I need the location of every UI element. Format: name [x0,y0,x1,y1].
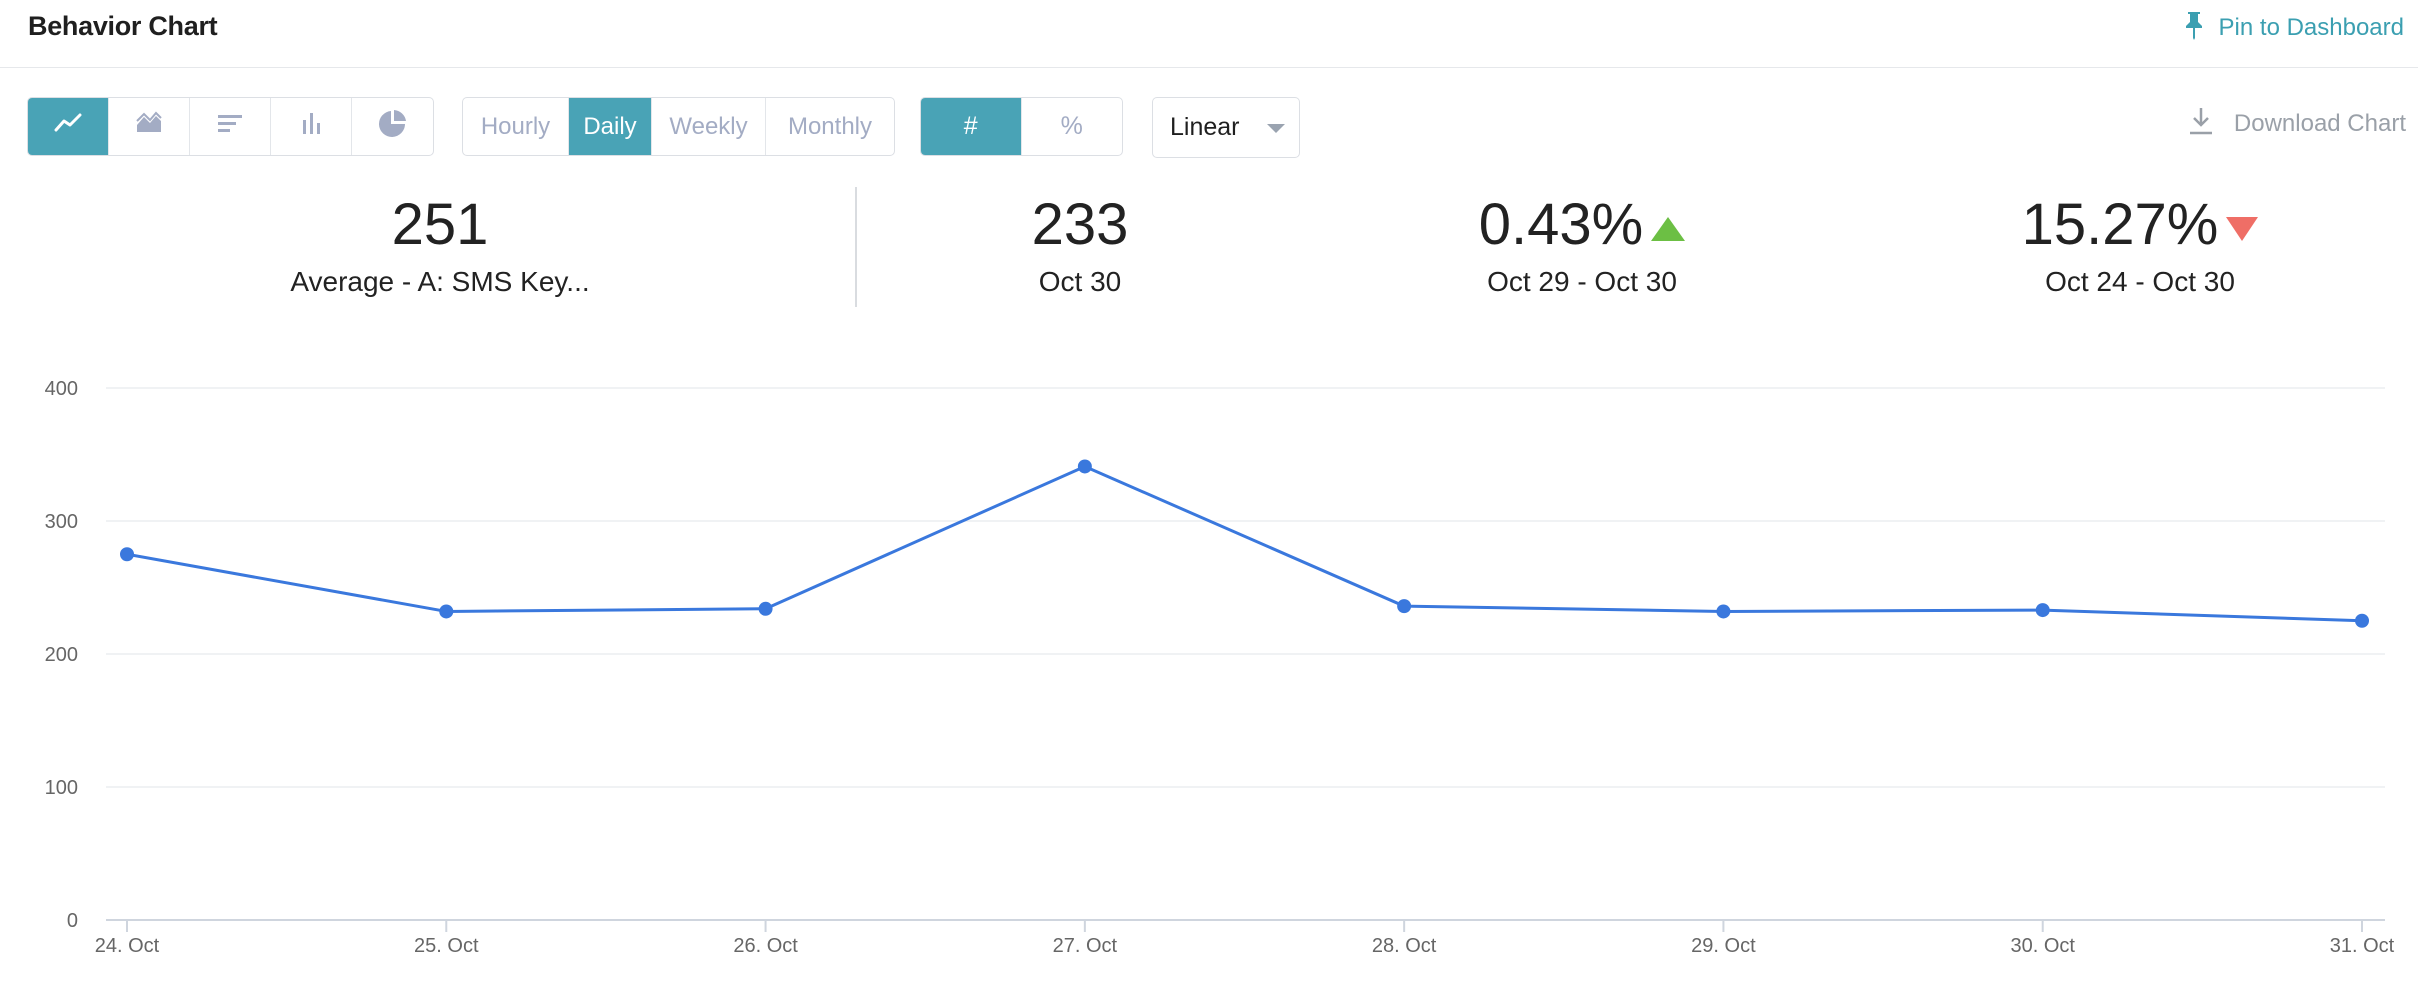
data-point [1397,599,1412,614]
stat-day-change: 0.43% Oct 29 - Oct 30 [1382,190,1782,298]
stat-average: 251 Average - A: SMS Key... [240,190,640,298]
page-title: Behavior Chart [28,11,218,41]
horizontal-bar-button[interactable] [190,98,271,155]
stat-week-change-row: 15.27% [1940,190,2340,260]
x-tick-label: 24. Oct [95,935,160,957]
granularity-group: Hourly Daily Weekly Monthly [462,97,895,156]
scale-select-value: Linear [1170,113,1240,141]
pie-chart-button[interactable] [352,98,433,155]
stat-day-change-value: 0.43% [1478,192,1644,257]
stat-latest: 233 Oct 30 [880,190,1280,298]
chart-type-group [27,97,434,156]
metric-mode-group: # % [920,97,1123,156]
percent-mode-button[interactable]: % [1060,112,1083,140]
data-point [758,601,773,616]
y-tick-label: 400 [45,378,78,400]
x-tick-label: 31. Oct [2330,935,2395,957]
trend-down-icon [2226,217,2259,241]
stat-day-change-caption: Oct 29 - Oct 30 [1487,266,1677,297]
stat-average-caption: Average - A: SMS Key... [290,266,590,297]
hourly-button[interactable]: Hourly [463,98,569,155]
line-chart-icon [53,108,83,145]
x-tick-label: 28. Oct [1372,935,1437,957]
pie-chart-icon [378,108,408,145]
bar-chart-icon [296,108,326,145]
stat-divider [855,187,857,307]
x-tick-label: 27. Oct [1053,935,1118,957]
daily-button[interactable]: Daily [569,98,652,155]
x-tick-label: 29. Oct [1691,935,1756,957]
y-tick-label: 0 [67,910,78,932]
stat-latest-caption: Oct 30 [1038,266,1122,297]
chevron-down-icon [1267,124,1285,133]
line-chart-button[interactable] [28,98,109,155]
y-tick-label: 200 [45,644,78,666]
data-point [1716,604,1731,619]
trend-up-icon [1651,217,1686,241]
horizontal-bar-icon [215,108,245,145]
count-mode-button[interactable]: # [921,98,1022,155]
area-chart-icon [134,108,164,145]
stat-week-change: 15.27% Oct 24 - Oct 30 [1940,190,2340,298]
x-tick-label: 30. Oct [2010,935,2075,957]
stat-average-value: 251 [391,192,489,257]
y-tick-label: 100 [45,777,78,799]
weekly-button[interactable]: Weekly [652,98,766,155]
x-tick-label: 26. Oct [733,935,798,957]
bar-chart-button[interactable] [271,98,352,155]
area-chart-button[interactable] [109,98,190,155]
pin-to-dashboard-link[interactable]: Pin to Dashboard [2183,10,2404,46]
data-point [1077,459,1092,474]
pin-icon [2183,10,2205,47]
download-label: Download Chart [2233,110,2406,137]
download-icon [2188,106,2214,143]
download-chart-button[interactable]: Download Chart [2188,106,2406,142]
stat-week-change-value: 15.27% [2021,192,2219,257]
stat-latest-value: 233 [1031,192,1129,257]
data-point [2355,613,2369,628]
data-point [2035,603,2050,618]
data-point [439,604,454,619]
monthly-button[interactable]: Monthly [787,112,873,140]
pin-label: Pin to Dashboard [2218,14,2404,41]
x-tick-label: 25. Oct [414,935,479,957]
data-point [120,547,134,562]
y-tick-label: 300 [45,511,78,533]
scale-select[interactable]: Linear [1152,97,1300,158]
chart-header: Behavior Chart Pin to Dashboard [0,0,2418,68]
series-line [126,464,2363,623]
stat-day-change-row: 0.43% [1382,190,1782,260]
stat-week-change-caption: Oct 24 - Oct 30 [2045,266,2235,297]
line-chart: 0 100 200 300 400 24. Oct 25. Oct 26. Oct 27. Oc… [45,378,2395,957]
